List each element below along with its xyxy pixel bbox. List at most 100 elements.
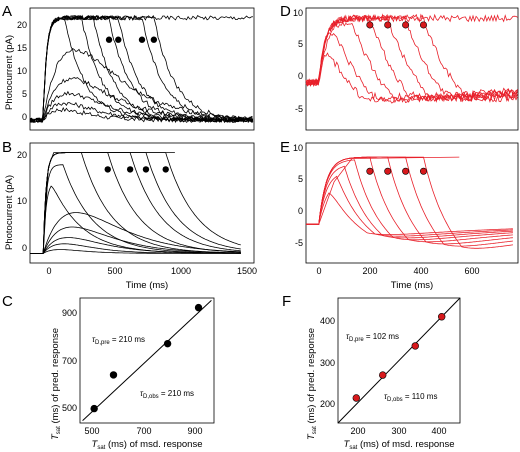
- panel-e-ytick-neg5: -5: [295, 238, 303, 248]
- panel-c-xlabel-rest: (ms) of msd. response: [105, 439, 202, 450]
- panel-e-sat-dot: [366, 167, 374, 175]
- panel-letter-c: C: [2, 293, 13, 310]
- panel-a-trace: [29, 14, 253, 124]
- panel-b-trace: [30, 152, 175, 254]
- panel-e-ytick-5: 5: [298, 174, 303, 184]
- panel-c-tau-pre-sub: D,pre: [95, 340, 110, 346]
- panel-e-ytick-10: 10: [293, 143, 303, 153]
- panel-f-xtick-300: 300: [391, 426, 406, 436]
- panel-b-xtick-500: 500: [107, 266, 122, 276]
- panel-c-ylabel-main: T: [50, 433, 61, 440]
- panel-d-ytick-0: 0: [298, 71, 303, 81]
- panel-b-trace: [30, 164, 241, 254]
- panel-f-tau-obs-rest: = 110 ms: [403, 392, 438, 401]
- panel-c-xlabel: Tsat (ms) of msd. response: [92, 439, 203, 451]
- panel-d-plot: -5 0 5 10: [293, 7, 519, 131]
- panel-f-tau-obs-sub: D,obs: [387, 397, 403, 403]
- panel-e-trace: [306, 156, 460, 225]
- panel-e-xtick-0: 0: [316, 266, 321, 276]
- panel-letter-b: B: [2, 139, 12, 156]
- panel-c-tau-obs: τD,obs = 210 ms: [140, 389, 194, 400]
- panel-c-tau-obs-sub: D,obs: [143, 394, 159, 400]
- panel-b-ytick-0: 0: [22, 243, 27, 253]
- panel-d-ytick-neg5: -5: [295, 104, 303, 114]
- panel-b-sat-dot: [126, 166, 134, 173]
- panel-a-ytick-0: 0: [22, 112, 27, 122]
- panel-c-ylabel: Tsat (ms) of pred. response: [50, 328, 62, 440]
- panel-f-tau-obs-symbol: τ: [384, 392, 388, 401]
- panel-c-tau-pre-symbol: τ: [92, 335, 96, 344]
- panel-e-sat-dot: [419, 167, 427, 175]
- panel-a-sat-dot: [105, 36, 113, 43]
- panel-a-ytick-10: 10: [17, 66, 27, 76]
- panel-a-trace: [29, 15, 253, 123]
- panel-d-sat-dot: [366, 21, 374, 29]
- panel-f-tau-obs: τD,obs = 110 ms: [384, 392, 437, 403]
- panel-letter-d: D: [280, 3, 291, 20]
- panel-e-trace: [306, 159, 513, 241]
- panel-b-sat-dot: [162, 166, 169, 173]
- panel-a-ylabel: Photocurrent (pA): [4, 35, 15, 110]
- panel-d-trace: [305, 52, 518, 104]
- panel-c-ytick-500: 500: [62, 403, 77, 413]
- panel-f-xlabel-sub: sat: [349, 445, 357, 451]
- panel-c-point: [90, 404, 98, 413]
- panel-a-sat-dot: [150, 36, 158, 43]
- panel-e-plot: -5 0 5 10 0 200 400 600 Time (ms): [293, 142, 519, 291]
- panel-a-ytick-15: 15: [17, 43, 27, 53]
- panel-a-trace: [29, 90, 254, 124]
- panel-c-point: [163, 339, 172, 348]
- panel-b-trace: [30, 185, 241, 254]
- panel-b-ytick-20: 20: [17, 150, 27, 160]
- panel-f-frame: [337, 297, 461, 424]
- panel-c-tau-obs-symbol: τ: [140, 389, 144, 398]
- panel-a-frame: [29, 7, 255, 131]
- panel-f-point: [438, 313, 446, 321]
- panel-f-ytick-200: 200: [320, 399, 335, 409]
- panel-f-tau-pre-symbol: τ: [346, 332, 350, 341]
- panel-a-trace: [29, 14, 253, 124]
- panel-e-trace: [306, 192, 513, 235]
- panel-b-xtick-0: 0: [46, 266, 51, 276]
- panel-d-sat-dot: [402, 21, 410, 29]
- panel-d-trace: [305, 13, 518, 86]
- panel-a-trace: [29, 14, 253, 123]
- panel-b-trace: [30, 212, 241, 254]
- panel-d-sat-dot: [419, 21, 427, 29]
- panel-f-tau-pre-rest: = 102 ms: [364, 332, 399, 341]
- panel-c-xlabel-sub: sat: [97, 445, 105, 451]
- panel-d-ytick-5: 5: [298, 39, 303, 49]
- panel-d-trace: [305, 32, 518, 104]
- panel-c-xlabel-main: T: [92, 439, 99, 450]
- panel-b-plot: 0 10 20 0 500 1000 1500 Time (ms) Photoc…: [4, 142, 257, 291]
- panel-letter-f: F: [282, 293, 291, 310]
- panel-letter-a: A: [2, 3, 12, 20]
- panel-letter-e: E: [280, 139, 290, 156]
- panel-d-trace: [305, 13, 518, 103]
- panel-e-xtick-200: 200: [362, 266, 377, 276]
- panel-f-ylabel-main: T: [306, 433, 317, 440]
- panel-f-xlabel-main: T: [344, 439, 351, 450]
- panel-c-tau-obs-rest: = 210 ms: [159, 389, 194, 398]
- panel-d-ytick-10: 10: [293, 8, 303, 18]
- panel-e-sat-dot: [402, 167, 410, 175]
- panel-d-sat-dot: [384, 21, 392, 29]
- panel-e-xlabel: Time (ms): [391, 280, 433, 291]
- panel-c-ytick-700: 700: [62, 356, 77, 366]
- panel-d-trace: [305, 79, 319, 88]
- panel-d-trace: [305, 13, 518, 102]
- panel-c-xtick-900: 900: [187, 426, 202, 436]
- panel-d-trace: [305, 15, 518, 103]
- panel-b-frame: [29, 142, 255, 264]
- panel-f-point: [352, 394, 360, 402]
- panel-c-ylabel-sub: sat: [56, 426, 62, 434]
- panel-c-fit-line: [82, 300, 212, 421]
- panel-c-ylabel-rest: (ms) of pred. response: [50, 328, 61, 426]
- panel-d-trace: [305, 14, 518, 103]
- panel-d-frame: [305, 7, 519, 131]
- panel-b-ytick-10: 10: [17, 196, 27, 206]
- panel-c-xtick-700: 700: [136, 426, 151, 436]
- panel-a-sat-dot: [115, 36, 122, 43]
- panel-f-ylabel-rest: (ms) of pred. response: [306, 328, 317, 426]
